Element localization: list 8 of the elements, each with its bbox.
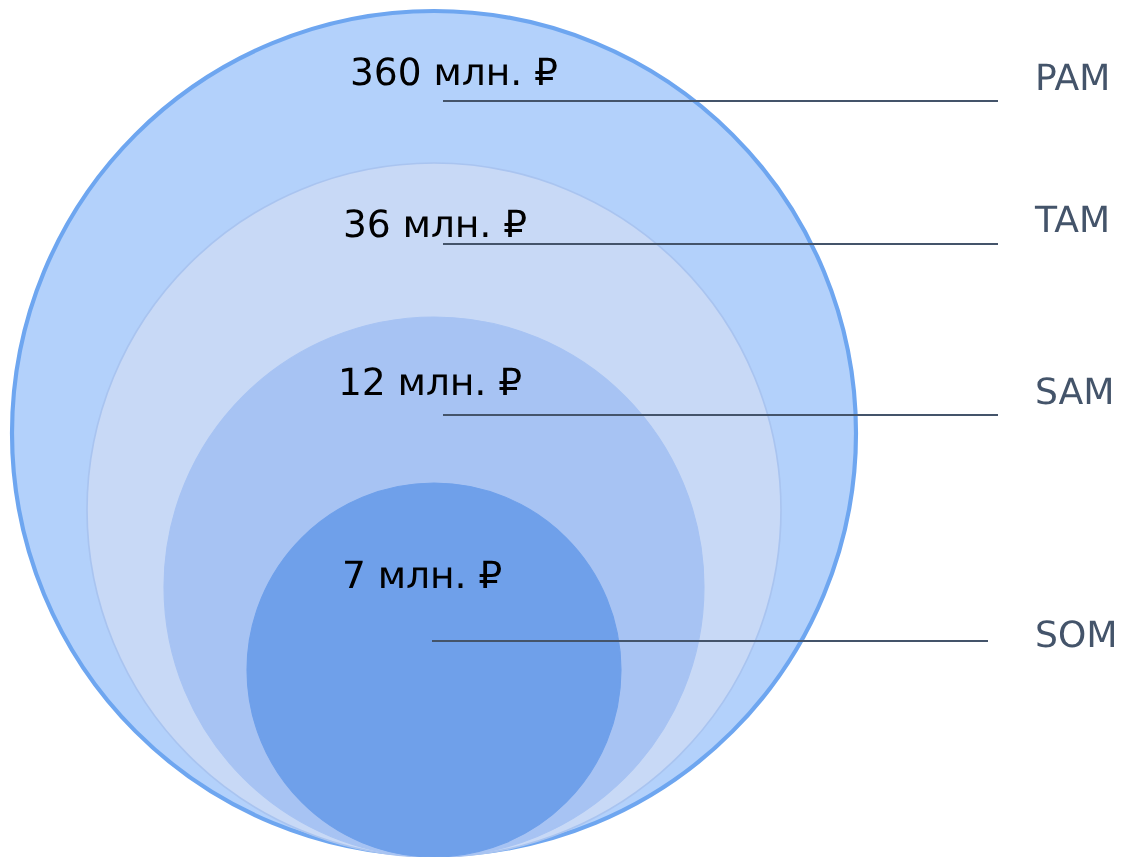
category-label: SOM <box>1037 620 1114 648</box>
category-label: SAM <box>1037 377 1111 405</box>
category-label: TAM <box>1034 205 1107 232</box>
data-label: 12 млн. ₽ <box>342 367 521 395</box>
data-label: 7 млн. ₽ <box>345 560 501 588</box>
category-label: PAM <box>1038 63 1107 90</box>
data-label: 360 млн. ₽ <box>352 57 557 86</box>
data-label: 36 млн. ₽ <box>345 209 526 238</box>
